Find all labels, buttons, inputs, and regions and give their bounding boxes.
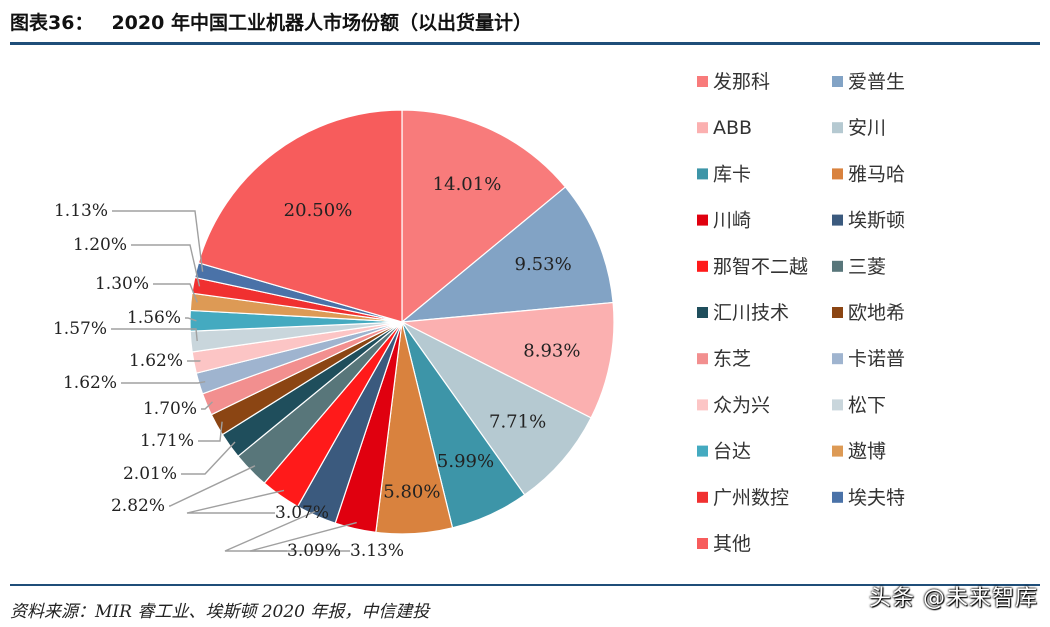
legend-label: 埃夫特 [848, 487, 905, 509]
leader-line [186, 489, 285, 514]
legend-label: 欧地希 [848, 302, 905, 324]
legend-swatch [697, 353, 708, 365]
legend-swatch [697, 538, 708, 549]
leader-line [224, 509, 319, 552]
legend-label: 汇川技术 [713, 302, 789, 324]
figure-title: 2020 年中国工业机器人市场份额（以出货量计） [111, 12, 532, 34]
outer-value-label: 1.13% [54, 201, 108, 221]
outer-value-label: 1.62% [129, 351, 183, 371]
legend-swatch [697, 307, 708, 318]
legend-swatch [832, 214, 843, 226]
leader-lines [111, 210, 357, 552]
figure-title-bar: 图表36： 2020 年中国工业机器人市场份额（以出货量计） [10, 8, 1040, 45]
outer-value-label: 2.01% [123, 464, 177, 484]
leader-line [121, 381, 206, 384]
figure-label: 图表36： [10, 12, 94, 34]
legend-swatch [832, 260, 843, 272]
pie-slice [401, 321, 592, 496]
legend-swatch [832, 122, 843, 134]
outer-value-labels: 3.13% 3.09% 3.07% 2.82% 2.01% 1.71% 1.70% 1.62%… [53, 201, 404, 561]
outer-value-label: 1.62% [63, 373, 117, 393]
source-note: 资料来源：MIR 睿工业、埃斯顿 2020 年报，中信建投 [10, 602, 430, 622]
outer-value-label: 3.07% [275, 503, 329, 523]
legend-label: 广州数控 [713, 487, 789, 509]
legend-swatch [832, 491, 843, 503]
legend-swatch [832, 399, 843, 411]
leader-line [111, 328, 198, 342]
inner-value-label: 5.99% [437, 451, 494, 472]
legend-label: 爱普生 [848, 71, 905, 93]
inner-value-label: 20.50% [284, 200, 353, 221]
legend-label: 松下 [848, 394, 886, 416]
leader-line [185, 317, 197, 322]
legend-swatch [697, 122, 708, 134]
legend-label: 众为兴 [713, 394, 770, 416]
legend-swatch [697, 491, 708, 503]
leader-line [198, 421, 223, 442]
inner-value-label: 5.80% [383, 481, 440, 502]
legend-swatch [832, 307, 843, 318]
legend-label: 那智不二越 [713, 256, 808, 278]
leader-line [153, 283, 198, 303]
outer-value-label: 3.13% [350, 541, 404, 561]
legend-label: 发那科 [713, 71, 770, 93]
pie-slice [400, 186, 614, 323]
pie-slice [399, 301, 615, 419]
leader-line [112, 210, 204, 272]
leader-line [131, 244, 201, 287]
outer-value-label: 2.82% [111, 496, 165, 516]
legend-swatch [697, 76, 708, 87]
outer-value-label: 1.57% [53, 319, 107, 339]
leader-line [201, 401, 213, 410]
outer-value-label: 1.20% [73, 235, 127, 255]
legend-swatch [697, 445, 708, 457]
legend-swatch [697, 399, 708, 411]
legend-label: 其他 [713, 533, 751, 555]
legend-swatch [832, 445, 843, 457]
outer-value-label: 1.56% [127, 308, 181, 328]
inner-value-label: 14.01% [433, 174, 502, 195]
legend-label: 遨博 [848, 441, 886, 463]
legend-swatch [832, 353, 843, 365]
leader-line [181, 441, 236, 475]
footer-rule [10, 584, 1040, 586]
outer-value-label: 3.09% [287, 541, 341, 561]
inner-value-label: 7.71% [489, 412, 546, 433]
legend-label: 东芝 [713, 348, 751, 370]
pie-slice [197, 109, 403, 323]
outer-value-label: 1.30% [95, 274, 149, 294]
inner-value-label: 9.53% [515, 254, 572, 275]
legend-swatch [697, 168, 708, 180]
pie-slice [401, 109, 567, 324]
inner-value-labels: 14.01% 9.53% 8.93% 7.71% 5.99% 5.80% 20.50% [284, 174, 581, 502]
legend-label: ABB [713, 117, 752, 139]
legend-label: 雅马哈 [848, 163, 905, 185]
legend-label: 埃斯顿 [848, 210, 905, 232]
legend-swatch [832, 168, 843, 180]
outer-value-label: 1.70% [143, 399, 197, 419]
leader-line [169, 465, 256, 507]
outer-value-label: 1.71% [140, 431, 194, 451]
legend-swatch [697, 260, 708, 272]
legend-swatch [832, 76, 843, 87]
legend-label: 川崎 [713, 210, 751, 232]
watermark: 头条 @未来智库 [869, 586, 1038, 611]
legend-label: 三菱 [848, 256, 886, 278]
legend-swatch [697, 214, 708, 226]
legend-label: 台达 [713, 441, 751, 463]
legend-label: 库卡 [713, 163, 751, 185]
pie-slices [189, 109, 615, 535]
inner-value-label: 8.93% [523, 341, 580, 362]
legend-label: 安川 [848, 117, 886, 139]
legend-label: 卡诺普 [848, 348, 905, 370]
